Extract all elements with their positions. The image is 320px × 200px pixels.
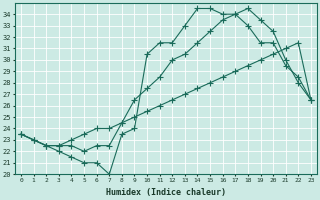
X-axis label: Humidex (Indice chaleur): Humidex (Indice chaleur) xyxy=(106,188,226,197)
